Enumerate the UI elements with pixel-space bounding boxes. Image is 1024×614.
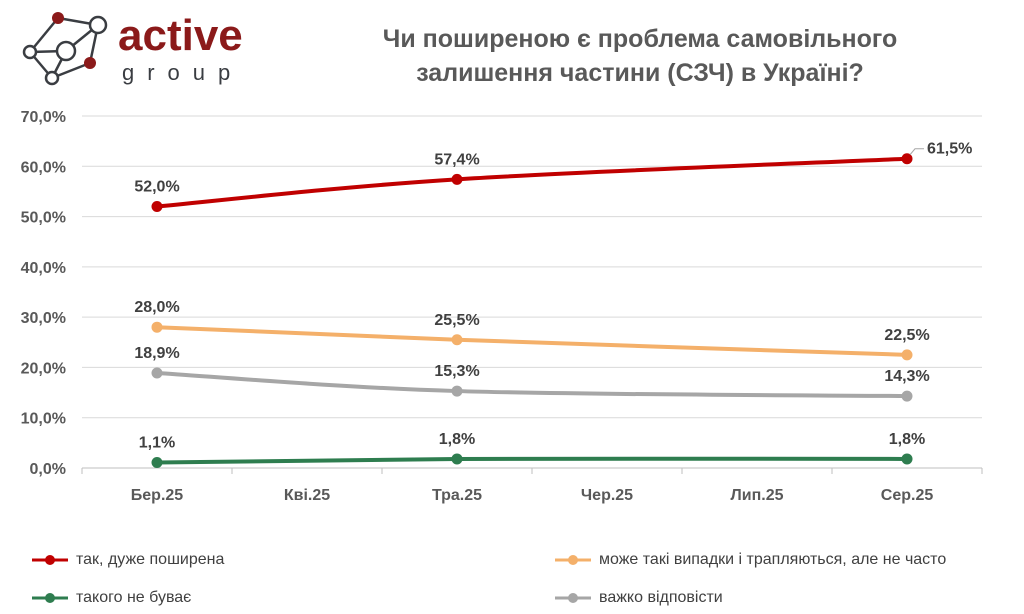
data-label: 61,5% bbox=[927, 141, 972, 158]
legend-label: важко відповісти bbox=[599, 589, 723, 606]
data-label: 57,4% bbox=[434, 151, 479, 168]
y-tick-label: 50,0% bbox=[21, 210, 66, 227]
data-point bbox=[901, 453, 913, 465]
y-tick-label: 70,0% bbox=[21, 109, 66, 126]
y-tick-label: 60,0% bbox=[21, 159, 66, 176]
data-label: 1,8% bbox=[439, 431, 475, 448]
legend-item-sometimes: може такі випадки і трапляються, але не … bbox=[553, 551, 946, 569]
data-label: 1,1% bbox=[139, 434, 175, 451]
legend-item-very-common: так, дуже поширена bbox=[30, 551, 224, 569]
data-label: 14,3% bbox=[884, 368, 929, 385]
data-label: 28,0% bbox=[134, 299, 179, 316]
x-tick-label: Бер.25 bbox=[131, 487, 184, 504]
data-point bbox=[451, 385, 463, 397]
data-label: 18,9% bbox=[134, 345, 179, 362]
y-tick-label: 20,0% bbox=[21, 360, 66, 377]
legend-item-never: такого не буває bbox=[30, 589, 191, 607]
title-line-1: Чи поширеною є проблема самовільного bbox=[382, 25, 898, 53]
data-label: 1,8% bbox=[889, 431, 925, 448]
data-point bbox=[451, 334, 463, 346]
data-point bbox=[151, 201, 163, 213]
data-label: 25,5% bbox=[434, 312, 479, 329]
data-label: 15,3% bbox=[434, 363, 479, 380]
label-leader-line bbox=[909, 148, 924, 156]
svg-text:group: group bbox=[122, 60, 243, 85]
data-point bbox=[901, 390, 913, 402]
legend-item-hard-to-say: важко відповісти bbox=[553, 589, 723, 607]
legend-label: так, дуже поширена bbox=[76, 551, 225, 568]
y-tick-label: 10,0% bbox=[21, 411, 66, 428]
x-tick-label: Чер.25 bbox=[581, 487, 633, 504]
active-group-logo: active group bbox=[22, 11, 243, 86]
x-tick-label: Сер.25 bbox=[881, 487, 934, 504]
data-point bbox=[451, 173, 463, 185]
series-line bbox=[155, 456, 909, 465]
data-point bbox=[901, 349, 913, 361]
chart-title: Чи поширеною є проблема самовільного зал… bbox=[300, 22, 980, 90]
data-point bbox=[151, 321, 163, 333]
x-tick-label: Кві.25 bbox=[284, 487, 330, 504]
data-label: 22,5% bbox=[884, 327, 929, 344]
series-line bbox=[155, 370, 909, 399]
legend-label: такого не буває bbox=[76, 589, 192, 606]
data-label: 52,0% bbox=[134, 179, 179, 196]
data-point bbox=[151, 456, 163, 468]
y-tick-label: 0,0% bbox=[30, 461, 66, 478]
legend-label: може такі випадки і трапляються, але не … bbox=[599, 551, 947, 568]
y-tick-label: 30,0% bbox=[21, 310, 66, 327]
x-tick-label: Лип.25 bbox=[731, 487, 784, 504]
x-tick-label: Тра.25 bbox=[432, 487, 482, 504]
data-point bbox=[901, 153, 913, 165]
y-tick-label: 40,0% bbox=[21, 260, 66, 277]
series-line bbox=[155, 156, 909, 209]
series-line bbox=[155, 325, 909, 357]
svg-text:active: active bbox=[118, 11, 243, 60]
data-point bbox=[151, 367, 163, 379]
data-point bbox=[451, 453, 463, 465]
title-line-2: залишення частини (СЗЧ) в Україні? bbox=[416, 59, 864, 87]
